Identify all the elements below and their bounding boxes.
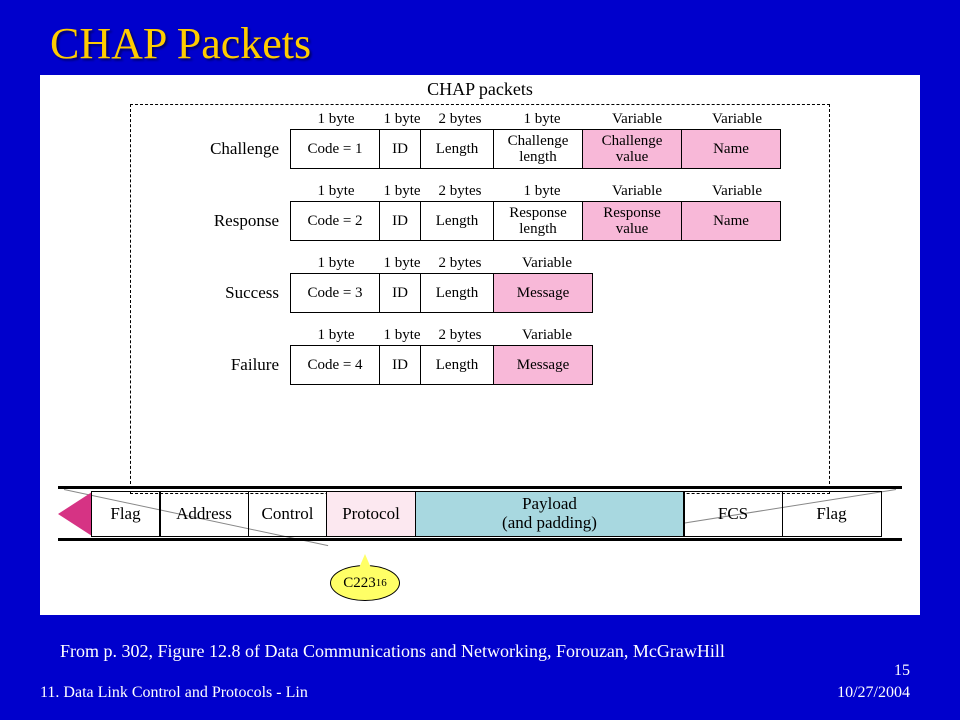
frame-bottom-border bbox=[58, 538, 902, 541]
size-label: 1 byte bbox=[497, 111, 587, 128]
footer-page-number: 15 bbox=[894, 662, 910, 680]
packet-field: Code = 3 bbox=[290, 273, 380, 313]
size-label: 2 bytes bbox=[423, 255, 497, 272]
size-label: Variable bbox=[587, 183, 687, 200]
packet-type-label: Failure bbox=[171, 355, 291, 375]
frame-field: Protocol bbox=[326, 491, 416, 537]
size-labels-row: 1 byte1 byte2 bytes1 byteVariableVariabl… bbox=[291, 183, 829, 200]
footer-date: 10/27/2004 bbox=[837, 684, 910, 702]
footer-chapter: 11. Data Link Control and Protocols - Li… bbox=[40, 684, 308, 702]
size-label: 1 byte bbox=[291, 327, 381, 344]
size-label: 1 byte bbox=[291, 255, 381, 272]
size-label: 1 byte bbox=[291, 183, 381, 200]
size-label: 1 byte bbox=[381, 183, 423, 200]
packet-field: Length bbox=[420, 201, 494, 241]
packet-field: ID bbox=[379, 273, 421, 313]
frame-field: Payload(and padding) bbox=[415, 491, 685, 537]
size-label: Variable bbox=[497, 255, 597, 272]
packet-field: Responsevalue bbox=[582, 201, 682, 241]
size-label: 1 byte bbox=[381, 255, 423, 272]
size-label: Variable bbox=[687, 111, 787, 128]
source-citation: From p. 302, Figure 12.8 of Data Communi… bbox=[60, 641, 725, 662]
packet-group: 1 byte1 byte2 bytesVariableFailureCode =… bbox=[171, 327, 829, 385]
size-label: Variable bbox=[687, 183, 787, 200]
packet-type-label: Success bbox=[171, 283, 291, 303]
size-label: 1 byte bbox=[291, 111, 381, 128]
slide-title: CHAP Packets bbox=[0, 0, 960, 75]
packet-field: Challengelength bbox=[493, 129, 583, 169]
packet-field: ID bbox=[379, 345, 421, 385]
diagram-panel: CHAP packets 1 byte1 byte2 bytes1 byteVa… bbox=[40, 75, 920, 615]
frame-field: Control bbox=[248, 491, 328, 537]
packet-field: Code = 4 bbox=[290, 345, 380, 385]
ppp-frame-row: FlagAddressControlProtocolPayload(and pa… bbox=[58, 491, 882, 537]
packet-group: 1 byte1 byte2 bytesVariableSuccessCode =… bbox=[171, 255, 829, 313]
size-label: Variable bbox=[497, 327, 597, 344]
packet-field: ID bbox=[379, 129, 421, 169]
protocol-callout: C22316 bbox=[330, 565, 400, 601]
packet-field: Code = 2 bbox=[290, 201, 380, 241]
frame-top-border bbox=[58, 486, 902, 489]
packet-type-label: Response bbox=[171, 211, 291, 231]
packet-field: Responselength bbox=[493, 201, 583, 241]
packet-group: 1 byte1 byte2 bytes1 byteVariableVariabl… bbox=[171, 111, 829, 169]
direction-arrow-icon bbox=[58, 492, 92, 536]
callout-sub: 16 bbox=[376, 577, 387, 589]
packet-field: Challengevalue bbox=[582, 129, 682, 169]
packet-field: ID bbox=[379, 201, 421, 241]
packet-field: Message bbox=[493, 273, 593, 313]
size-labels-row: 1 byte1 byte2 bytesVariable bbox=[291, 255, 829, 272]
frame-field: FCS bbox=[683, 491, 783, 537]
size-label: 1 byte bbox=[381, 111, 423, 128]
frame-field: Flag bbox=[782, 491, 882, 537]
packet-fields-row: ChallengeCode = 1IDLengthChallengelength… bbox=[171, 129, 829, 169]
size-label: 2 bytes bbox=[423, 327, 497, 344]
size-labels-row: 1 byte1 byte2 bytes1 byteVariableVariabl… bbox=[291, 111, 829, 128]
size-label: 1 byte bbox=[381, 327, 423, 344]
packet-fields-row: FailureCode = 4IDLengthMessage bbox=[171, 345, 829, 385]
diagram-title: CHAP packets bbox=[40, 75, 920, 100]
packet-field: Code = 1 bbox=[290, 129, 380, 169]
packet-fields-row: ResponseCode = 2IDLengthResponselengthRe… bbox=[171, 201, 829, 241]
packet-group: 1 byte1 byte2 bytes1 byteVariableVariabl… bbox=[171, 183, 829, 241]
frame-field: Address bbox=[159, 491, 249, 537]
size-label: 1 byte bbox=[497, 183, 587, 200]
size-label: Variable bbox=[587, 111, 687, 128]
packet-type-label: Challenge bbox=[171, 139, 291, 159]
callout-value: C223 bbox=[343, 575, 376, 592]
packet-field: Length bbox=[420, 345, 494, 385]
frame-field: Flag bbox=[91, 491, 161, 537]
packet-definitions: 1 byte1 byte2 bytes1 byteVariableVariabl… bbox=[130, 104, 830, 494]
packet-field: Name bbox=[681, 201, 781, 241]
size-label: 2 bytes bbox=[423, 111, 497, 128]
size-labels-row: 1 byte1 byte2 bytesVariable bbox=[291, 327, 829, 344]
packet-fields-row: SuccessCode = 3IDLengthMessage bbox=[171, 273, 829, 313]
packet-field: Length bbox=[420, 129, 494, 169]
packet-field: Length bbox=[420, 273, 494, 313]
size-label: 2 bytes bbox=[423, 183, 497, 200]
packet-field: Name bbox=[681, 129, 781, 169]
packet-field: Message bbox=[493, 345, 593, 385]
